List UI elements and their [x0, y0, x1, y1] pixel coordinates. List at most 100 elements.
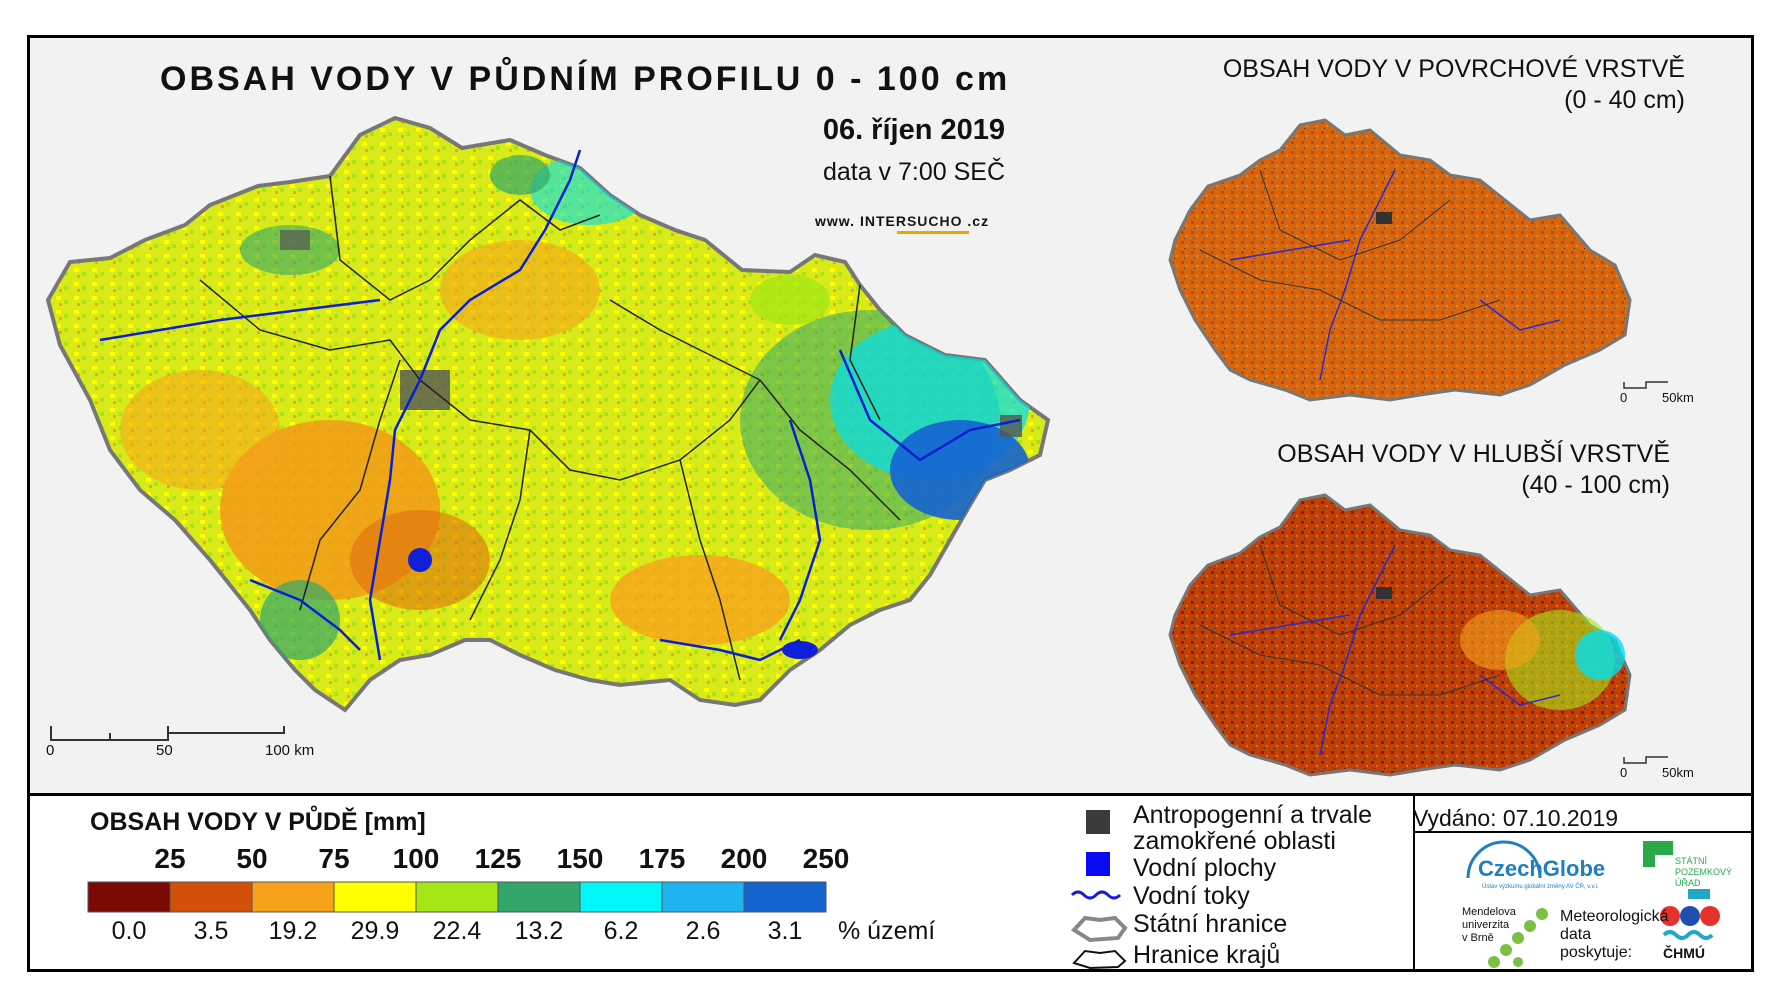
legend-title: OBSAH VODY V PŮDĚ [mm] — [90, 808, 426, 836]
chmu-logo — [1660, 889, 1720, 940]
spu-logo-text: STÁTNÍ POZEMKOVÝ ÚŘAD — [1675, 856, 1732, 889]
legend-percent-label: 6.2 — [603, 917, 639, 945]
inset-top-country — [1168, 118, 1632, 402]
mendelu-logo-dots — [1488, 908, 1548, 968]
provider-line: poskytuje: — [1560, 944, 1633, 961]
divider-horizontal — [27, 793, 1754, 796]
website-suffix: .cz — [967, 213, 990, 229]
main-scalebar-label: 100 km — [265, 742, 315, 759]
mendelu-line: Mendelova — [1462, 906, 1516, 918]
legend-region-border: Hranice krajů — [1133, 941, 1281, 969]
data-time-label: data v 7:00 SEČ — [822, 158, 1005, 186]
legend-threshold-label: 25 — [154, 843, 186, 874]
legend-threshold-label: 175 — [638, 843, 686, 874]
inset-bottom-depth: (40 - 100 cm) — [1521, 471, 1670, 499]
date-label: 06. říjen 2019 — [822, 114, 1005, 146]
divider-legend-right — [1413, 795, 1415, 971]
legend-water-bodies: Vodní plochy — [1133, 854, 1277, 882]
website-link[interactable]: www. INTERSUCHO .cz — [815, 213, 989, 229]
main-map-water-body — [782, 641, 818, 659]
inset-bottom-rivers — [1229, 544, 1561, 756]
legend-swatch — [579, 881, 663, 913]
legend-threshold-label: 50 — [236, 843, 268, 874]
inset-bottom-region-borders — [1199, 544, 1501, 696]
anthropogenic-symbol — [1086, 810, 1110, 834]
river-symbol — [1070, 890, 1122, 900]
legend-colorbar — [87, 881, 827, 913]
inset-bottom-scalebar — [1623, 756, 1668, 764]
mendelu-line: v Brně — [1462, 932, 1494, 944]
main-map-water-body — [408, 548, 432, 572]
legend-swatch — [169, 881, 253, 913]
main-scalebar — [50, 726, 285, 741]
provider-line: data — [1560, 926, 1592, 943]
czechglobe-logo-arc — [1466, 840, 1542, 879]
legend-threshold-label: 250 — [802, 843, 850, 874]
provider-text: Meteorologická data poskytuje: — [1560, 908, 1669, 962]
legend-percent-label: 19.2 — [268, 917, 318, 945]
legend-percent-label: 3.5 — [193, 917, 229, 945]
legend-percent-label: 0.0 — [111, 917, 147, 945]
legend-state-border: Státní hranice — [1133, 910, 1288, 938]
inset-top-urban — [1376, 212, 1392, 224]
czechglobe-logo-text: CzechGlobe — [1478, 856, 1606, 881]
inset-bottom-country — [1168, 493, 1632, 777]
mendelu-line: univerzita — [1462, 919, 1510, 931]
legend-percent-label: 13.2 — [514, 917, 564, 945]
legend-threshold-label: 125 — [474, 843, 522, 874]
main-scalebar-label: 0 — [46, 742, 55, 759]
issued-date: Vydáno: 07.10.2019 — [1413, 805, 1619, 831]
inset-bottom-scalebar-label: 50km — [1662, 765, 1694, 780]
inset-top-scalebar-label: 0 — [1620, 390, 1628, 405]
spu-line: POZEMKOVÝ — [1675, 867, 1733, 877]
water-body-symbol — [1086, 852, 1110, 876]
spu-logo — [1643, 841, 1673, 867]
percent-unit-label: % území — [838, 917, 936, 945]
legend-percent-label: 3.1 — [767, 917, 803, 945]
state-border-symbol — [1070, 915, 1128, 943]
legend-threshold-label: 200 — [720, 843, 768, 874]
inset-top-rivers — [1229, 169, 1561, 381]
inset-bottom-zones — [1460, 610, 1625, 710]
inset-bottom-title: OBSAH VODY V HLUBŠÍ VRSTVĚ — [1277, 440, 1670, 468]
legend-swatch — [743, 881, 827, 913]
chmu-logo-text: ČHMÚ — [1663, 945, 1705, 961]
legend-swatch — [251, 881, 335, 913]
legend-swatch — [415, 881, 499, 913]
legend-rivers: Vodní toky — [1133, 882, 1250, 910]
legend-percent-label: 22.4 — [432, 917, 482, 945]
legend-threshold-label: 100 — [392, 843, 440, 874]
legend-anthropogenic-line1: Antropogenní a trvale — [1133, 801, 1373, 829]
region-border-symbol — [1072, 949, 1127, 970]
inset-top-scalebar — [1623, 381, 1668, 389]
provider-line: Meteorologická — [1560, 908, 1669, 925]
main-map-rivers — [99, 149, 1021, 662]
inset-bottom-scalebar-label: 0 — [1620, 765, 1628, 780]
legend-swatch — [333, 881, 417, 913]
legend-swatch — [661, 881, 745, 913]
legend-swatch — [87, 881, 171, 913]
divider-issued — [1413, 831, 1754, 833]
legend-percent-label: 2.6 — [685, 917, 721, 945]
website-underline — [897, 231, 969, 234]
legend-threshold-label: 75 — [318, 843, 350, 874]
spu-line: ÚŘAD — [1675, 878, 1701, 888]
main-scalebar-label: 50 — [156, 742, 173, 759]
czechglobe-subtitle: Ústav výzkumu globální změny AV ČR, v.v.… — [1482, 884, 1599, 890]
website-prefix: www. — [815, 213, 856, 229]
legend-threshold-label: 150 — [556, 843, 604, 874]
spu-line: STÁTNÍ — [1675, 856, 1708, 866]
legend-percent-label: 29.9 — [350, 917, 400, 945]
website-name-a: INTER — [859, 213, 907, 229]
website-name-b: SUCHO — [906, 213, 963, 229]
inset-top-title: OBSAH VODY V POVRCHOVÉ VRSTVĚ — [1222, 55, 1685, 83]
mendelu-logo-text: Mendelova univerzita v Brně — [1462, 906, 1516, 945]
inset-bottom-urban — [1376, 587, 1392, 599]
main-map-region-borders — [199, 175, 901, 681]
inset-top-region-borders — [1199, 169, 1501, 321]
inset-top-depth: (0 - 40 cm) — [1564, 86, 1685, 114]
main-title: OBSAH VODY V PŮDNÍM PROFILU 0 - 100 cm — [160, 60, 1011, 98]
legend-anthropogenic-line2: zamokřené oblasti — [1133, 827, 1336, 855]
legend-swatch — [497, 881, 581, 913]
